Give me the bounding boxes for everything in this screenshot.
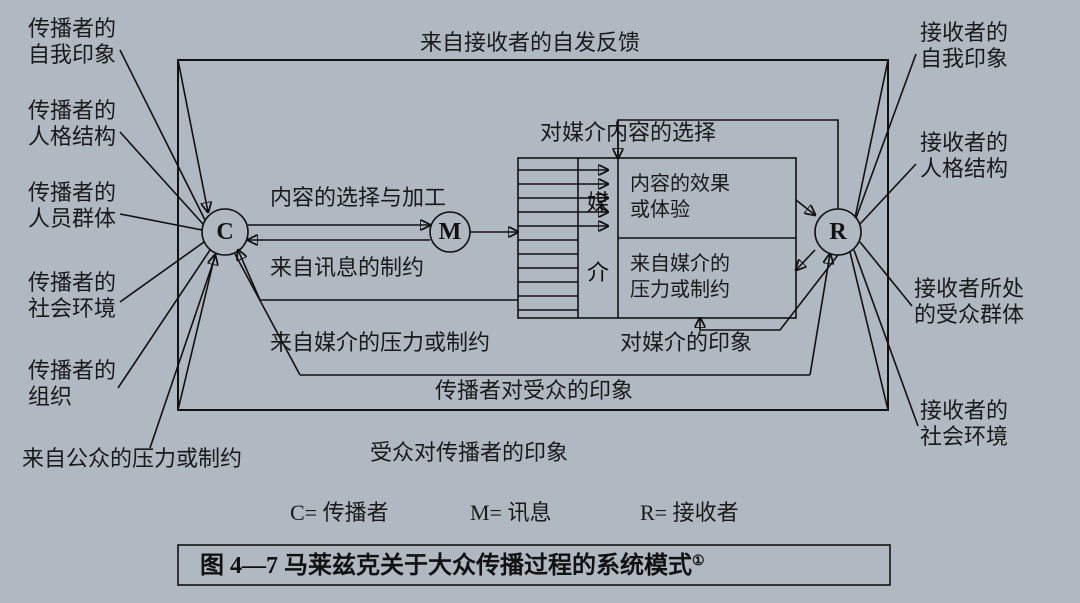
arrow-r-to-media (796, 250, 815, 270)
press-line2: 压力或制约 (630, 278, 730, 301)
svg-text:来自公众的压力或制约: 来自公众的压力或制约 (22, 446, 242, 471)
media-impression-label: 对媒介的印象 (620, 330, 752, 355)
svg-text:人格结构: 人格结构 (920, 156, 1008, 181)
svg-text:人员群体: 人员群体 (28, 206, 116, 231)
node-m-label: M (439, 219, 462, 245)
node-c-label: C (216, 219, 233, 245)
legend-m: M= 讯息 (470, 500, 551, 525)
caption-text: 图 4—7 马莱兹克关于大众传播过程的系统模式① (200, 551, 705, 579)
svg-text:接收者的: 接收者的 (920, 398, 1008, 423)
media-label-top: 媒 (587, 190, 609, 215)
media-box: 媒 介 内容的效果 或体验 来自媒介的 压力或制约 (518, 158, 796, 318)
feedback-from-r-top (855, 60, 888, 218)
svg-text:传播者的: 传播者的 (28, 16, 116, 41)
audience-to-comm-label: 受众对传播者的印象 (370, 440, 568, 465)
svg-text:人格结构: 人格结构 (28, 124, 116, 149)
feedback-into-c-top (178, 60, 208, 212)
svg-text:自我印象: 自我印象 (920, 46, 1008, 71)
inner-bottom-into-r (810, 254, 830, 375)
content-select-label: 内容的选择与加工 (270, 185, 446, 210)
from-media-press-label: 来自媒介的压力或制约 (270, 330, 490, 355)
left-labels: 传播者的 自我印象 传播者的 人格结构 传播者的 人员群体 传播者的 社会环境 … (22, 16, 242, 471)
media-label-bot: 介 (587, 260, 609, 285)
svg-text:传播者的: 传播者的 (28, 270, 116, 295)
audience-impression-label: 传播者对受众的印象 (435, 378, 633, 403)
svg-text:的受众群体: 的受众群体 (914, 302, 1024, 327)
svg-text:接收者的: 接收者的 (920, 20, 1008, 45)
arrow-media-to-r (796, 200, 815, 215)
effect-line2: 或体验 (630, 198, 690, 221)
frame-bottom-from-r (850, 252, 888, 410)
svg-text:组织: 组织 (28, 384, 72, 409)
media-selection-label: 对媒介内容的选择 (540, 120, 716, 145)
frame-bottom-into-c (178, 255, 215, 410)
right-labels: 接收者的 自我印象 接收者的 人格结构 接收者所处 的受众群体 接收者的 社会环… (854, 20, 1024, 449)
svg-text:传播者的: 传播者的 (28, 358, 116, 383)
svg-text:传播者的: 传播者的 (28, 98, 116, 123)
svg-text:社会环境: 社会环境 (28, 296, 116, 321)
svg-text:接收者所处: 接收者所处 (914, 276, 1024, 301)
node-r-label: R (829, 219, 847, 245)
legend-c: C= 传播者 (290, 500, 389, 525)
press-line1: 来自媒介的 (630, 252, 730, 275)
svg-text:社会环境: 社会环境 (920, 424, 1008, 449)
svg-text:接收者的: 接收者的 (920, 130, 1008, 155)
legend-r: R= 接收者 (640, 500, 739, 525)
svg-text:自我印象: 自我印象 (28, 42, 116, 67)
svg-text:传播者的: 传播者的 (28, 180, 116, 205)
from-message-label: 来自讯息的制约 (270, 255, 424, 280)
effect-line1: 内容的效果 (630, 172, 730, 195)
top-feedback-label: 来自接收者的自发反馈 (420, 30, 640, 55)
feedback-frame (178, 60, 888, 410)
